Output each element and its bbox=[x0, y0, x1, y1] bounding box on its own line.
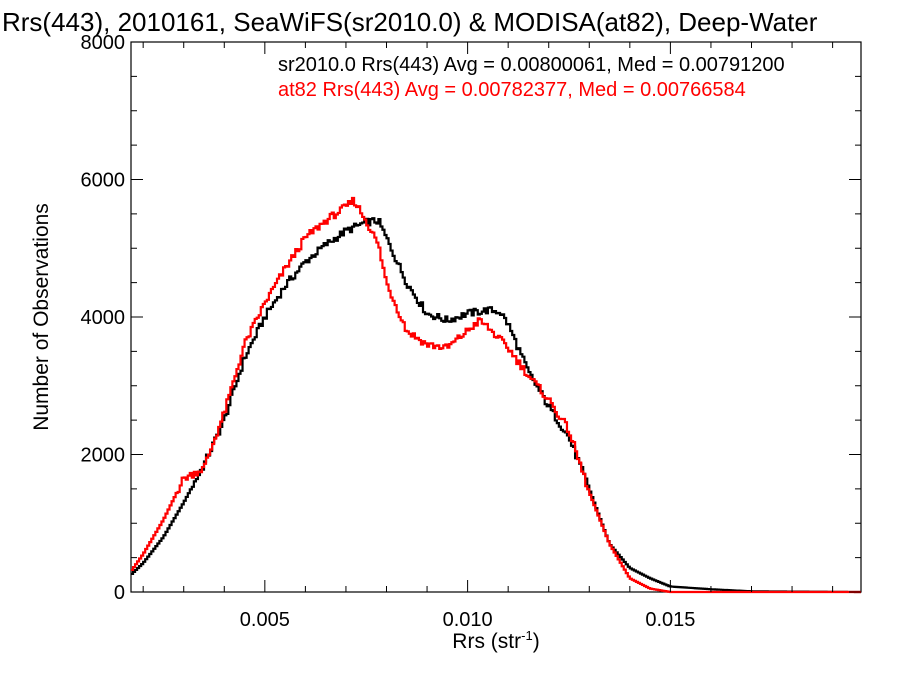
x-axis-title-main: Rrs (str bbox=[452, 630, 521, 653]
y-tick-label: 2000 bbox=[81, 445, 126, 467]
y-axis-title: Number of Observations bbox=[30, 203, 53, 431]
x-axis-title-suffix: ) bbox=[533, 630, 540, 653]
x-tick-label: 0.015 bbox=[645, 609, 695, 631]
plot-area: 0.005 0.010 0.015 0 2000 4000 6000 8000 bbox=[81, 32, 862, 631]
y-tick-label: 6000 bbox=[81, 170, 126, 192]
legend: sr2010.0 Rrs(443) Avg = 0.00800061, Med … bbox=[278, 54, 785, 101]
plot-frame bbox=[130, 41, 862, 593]
tick-layer: 0.005 0.010 0.015 0 2000 4000 6000 8000 bbox=[81, 32, 861, 631]
y-tick-label: 0 bbox=[114, 582, 125, 604]
y-tick-label: 8000 bbox=[81, 32, 126, 54]
x-tick-label: 0.010 bbox=[443, 609, 493, 631]
y-tick-label: 4000 bbox=[81, 307, 126, 329]
x-axis-title-superscript: -1 bbox=[521, 628, 533, 643]
x-tick-label: 0.005 bbox=[240, 609, 290, 631]
legend-entry-series-1: sr2010.0 Rrs(443) Avg = 0.00800061, Med … bbox=[278, 54, 785, 76]
series-line-1 bbox=[131, 217, 861, 594]
series-line-2 bbox=[131, 196, 861, 594]
series-layer bbox=[131, 196, 861, 594]
x-axis-title: Rrs (str-1) bbox=[452, 628, 539, 653]
legend-entry-series-2: at82 Rrs(443) Avg = 0.00782377, Med = 0.… bbox=[278, 79, 746, 101]
chart-title: Rrs(443), 2010161, SeaWiFS(sr2010.0) & M… bbox=[2, 7, 818, 37]
